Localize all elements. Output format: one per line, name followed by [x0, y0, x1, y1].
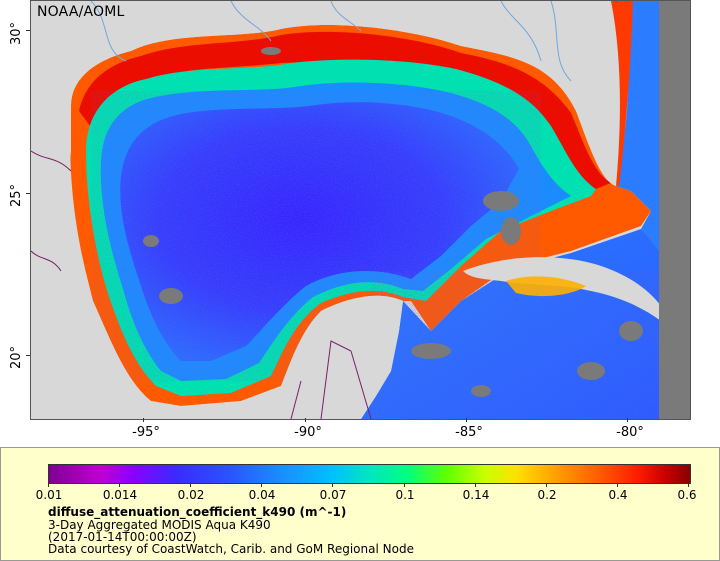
y-tick-30: 30°	[9, 21, 24, 45]
colorbar-tick: 0.2	[537, 488, 557, 502]
cuba-land	[463, 257, 661, 321]
colorbar-mark	[332, 483, 333, 487]
florida-land	[451, 1, 620, 186]
colorbar-mark	[119, 483, 120, 487]
mexico-land	[31, 106, 181, 419]
x-tick-90: -90°	[294, 425, 322, 440]
nodata-patches	[143, 47, 643, 397]
x-tickmark-85	[466, 418, 467, 422]
legend-time: (2017-01-14T00:00:00Z)	[48, 530, 197, 544]
legend-panel: 0.01 0.014 0.02 0.04 0.07 0.1 0.14 0.2 0…	[0, 447, 720, 561]
y-tick-25: 25°	[9, 183, 24, 207]
colorbar-mark	[404, 483, 405, 487]
legend-courtesy: Data courtesy of CoastWatch, Carib. and …	[48, 542, 414, 556]
colorbar-tick: 0.02	[177, 488, 205, 502]
colorbar-mark	[261, 483, 262, 487]
borders	[31, 150, 372, 419]
colorbar-mark	[475, 483, 476, 487]
credit-label: NOAA/AOML	[37, 4, 125, 20]
colorbar-mark	[546, 483, 547, 487]
colorbar-tick: 0.4	[608, 488, 628, 502]
colorbar	[48, 464, 691, 484]
colorbar-tick: 0.14	[462, 488, 490, 502]
colorbar-tick: 0.014	[102, 488, 138, 502]
colorbar-mark	[688, 483, 689, 487]
nodata-strip	[659, 1, 690, 419]
cuba-coastal-band	[506, 276, 586, 297]
legend-product: 3-Day Aggregated MODIS Aqua K490	[48, 518, 271, 532]
colorbar-mark	[617, 483, 618, 487]
x-tickmark-80	[627, 418, 628, 422]
gulf-nearshore-band	[79, 31, 611, 192]
yucatan-land	[181, 295, 403, 419]
colorbar-mark	[48, 483, 49, 487]
colorbar-tick: 0.01	[35, 488, 63, 502]
x-tick-95: -95°	[132, 425, 160, 440]
map-panel[interactable]: NOAA/AOML	[30, 0, 691, 420]
legend-variable: diffuse_attenuation_coefficient_k490 (m^…	[48, 505, 347, 519]
rivers	[90, 1, 572, 82]
colorbar-tick: 0.04	[248, 488, 276, 502]
colorbar-mark	[190, 483, 191, 487]
y-tickmark-25	[26, 193, 30, 194]
colorbar-tick: 0.6	[677, 488, 697, 502]
y-tick-20: 20°	[9, 345, 24, 369]
y-tickmark-30	[26, 30, 30, 31]
colorbar-tick: 0.07	[319, 488, 347, 502]
x-tickmark-90	[305, 418, 306, 422]
atlantic-water	[616, 1, 659, 251]
colorbar-tick: 0.1	[395, 488, 415, 502]
x-tickmark-95	[143, 418, 144, 422]
x-tick-80: -80°	[616, 425, 644, 440]
y-tickmark-20	[26, 355, 30, 356]
x-tick-85: -85°	[455, 425, 483, 440]
map-canvas[interactable]	[31, 1, 690, 419]
us-coast-land	[31, 1, 461, 111]
